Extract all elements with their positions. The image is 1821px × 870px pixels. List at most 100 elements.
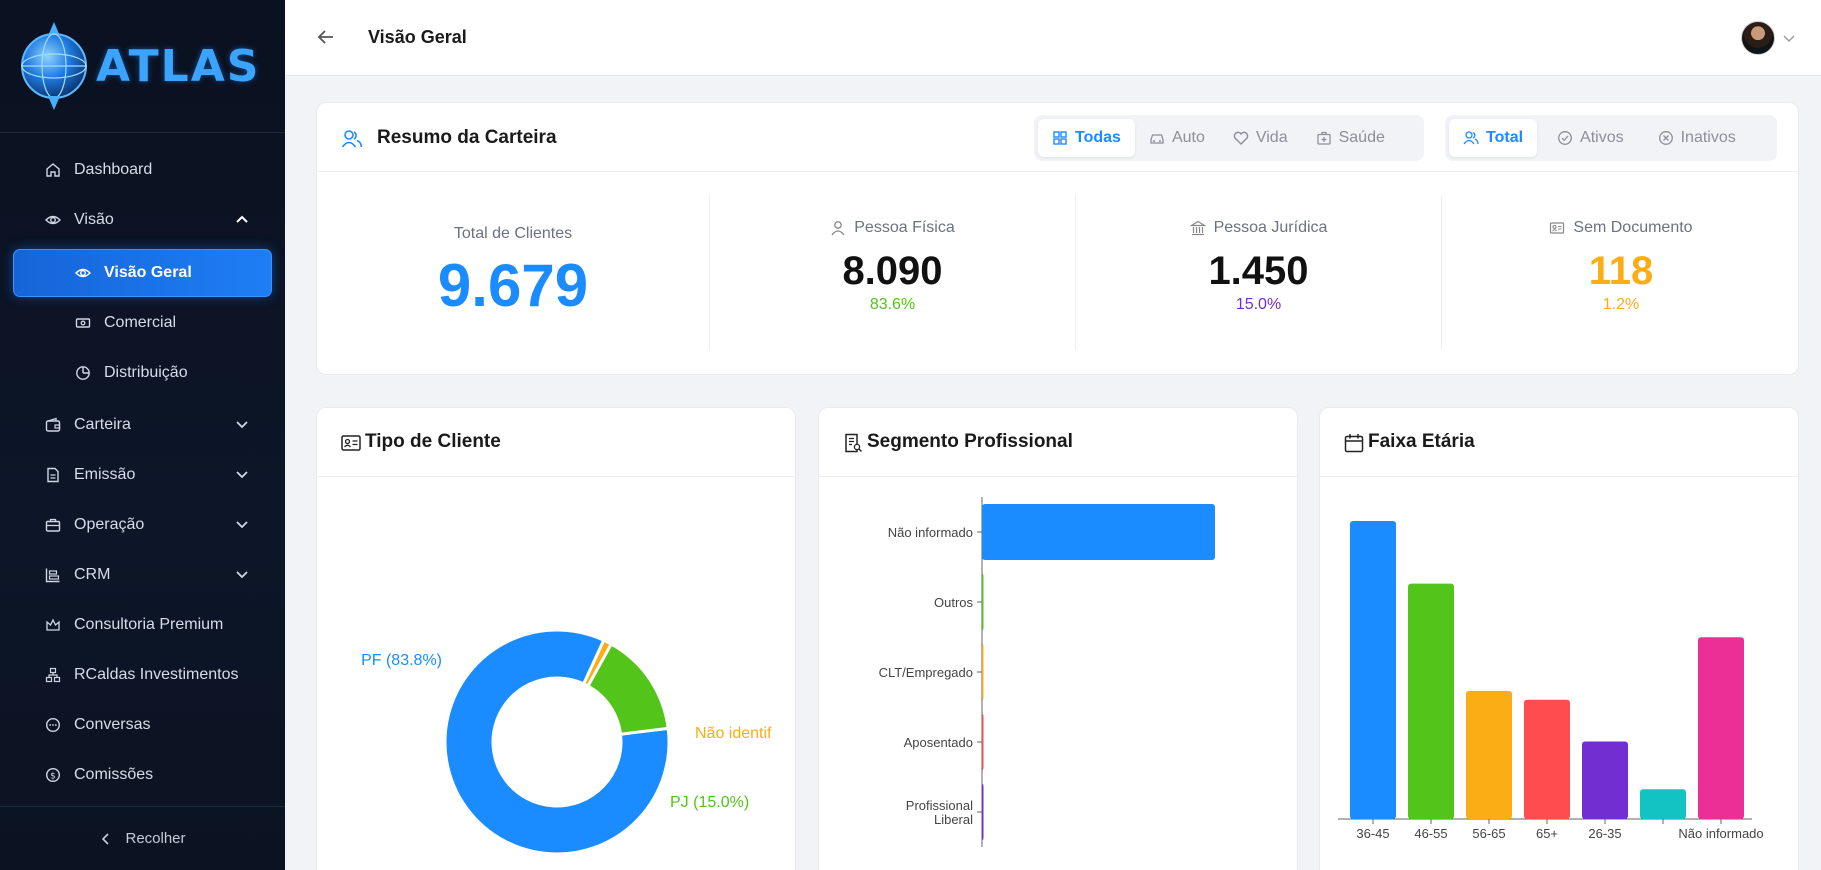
sidebar-item-label: Visão [74,211,114,228]
filter-inativos[interactable]: Inativos [1644,119,1750,157]
stat-label-text: Pessoa Física [854,219,955,236]
sidebar-item-carteira[interactable]: Carteira [0,405,285,445]
bar[interactable] [982,644,984,700]
sidebar-item-visao-geral[interactable]: Visão Geral [13,249,272,297]
sidebar-item-label: Comissões [74,766,154,783]
bar[interactable] [1524,699,1570,819]
bar[interactable] [982,504,1215,560]
sidebar-item-consultoria-premium[interactable]: Consultoria Premium [0,605,285,645]
tick-label: 36-45 [1356,826,1389,841]
panel-title: Faixa Etária [1368,431,1475,452]
tick-label: Aposentado [904,735,973,750]
panel-title: Segmento Profissional [867,431,1073,452]
bar[interactable] [982,574,984,630]
filter-total[interactable]: Total [1449,119,1538,157]
top-header: Visão Geral [285,0,1821,76]
avatar[interactable] [1741,21,1775,55]
sidebar-item-label: Consultoria Premium [74,616,224,633]
sidebar-item-visao[interactable]: Visão [0,200,285,240]
stat-value: 1.450 [1208,249,1309,293]
stat-percentage: 1.2% [1602,296,1640,313]
chevron-down-icon [236,421,248,429]
stat-value: 8.090 [842,249,943,293]
donut-label: Não identif [695,725,772,742]
medical-kit-icon [1316,131,1331,145]
sidebar-item-dashboard[interactable]: Dashboard [0,150,285,190]
sidebar-item-label: Emissão [74,466,136,483]
briefcase-icon [44,516,62,534]
bar[interactable] [1582,741,1628,819]
sidebar-item-crm[interactable]: CRM [0,555,285,595]
sidebar-item-label: Comercial [104,314,177,331]
tick-label: 56-65 [1472,826,1505,841]
bar[interactable] [1640,789,1686,819]
home-icon [44,161,62,179]
filter-label: Saúde [1338,129,1385,146]
filter-vida[interactable]: Vida [1219,119,1302,157]
id-card-icon [1550,222,1565,234]
chat-icon [44,716,62,734]
donut-slice[interactable] [443,628,671,856]
segmento-profissional-card: Segmento Profissional Não informado Outro… [818,407,1298,870]
chevron-down-icon [236,471,248,479]
stat-label-text: Sem Documento [1573,219,1693,236]
sidebar-item-distribuicao[interactable]: Distribuição [0,353,285,393]
back-arrow-icon[interactable] [315,26,337,48]
sidebar-item-label: Distribuição [104,364,188,381]
check-circle-icon [1558,131,1572,145]
sidebar-item-emissao[interactable]: Emissão [0,455,285,495]
faixa-etaria-bar-chart: 36-45 46-55 56-65 65+ 26-35 Não informado [1338,521,1764,841]
tick-label: Profissional [906,798,973,813]
tick-label: 26-35 [1588,826,1621,841]
sidebar-item-operacao[interactable]: Operação [0,505,285,545]
stat-pessoa-fisica: Pessoa Física 8.090 83.6% [709,195,1075,350]
users-icon [1463,131,1479,145]
tick-label: CLT/Empregado [879,665,973,680]
crown-icon [44,616,62,634]
car-icon [1150,134,1164,144]
network-icon [44,666,62,684]
sidebar-item-conversas[interactable]: Conversas [0,705,285,745]
logo[interactable]: ATLAS [0,0,285,133]
summary-header: Resumo da Carteira Todas Auto Vida Saúde [317,103,1798,172]
donut-label: PF (83.8%) [361,652,442,669]
sidebar-item-comercial[interactable]: Comercial [0,303,285,343]
bar[interactable] [982,784,984,840]
panel-header: Tipo de Cliente [317,408,795,477]
id-card-icon [341,435,361,451]
wallet-icon [44,416,62,434]
user-icon [831,221,845,236]
sidebar-item-comissoes[interactable]: $ Comissões [0,755,285,795]
filter-label: Auto [1171,129,1205,146]
donut-label: PJ (15.0%) [670,794,749,811]
chevron-down-icon [236,571,248,579]
bar[interactable] [1350,521,1396,819]
collapse-button[interactable]: Recolher [0,806,285,870]
chevron-down-icon[interactable] [1783,33,1795,43]
sidebar-item-rcaldas-investimentos[interactable]: RCaldas Investimentos [0,655,285,695]
eye-icon [74,264,92,282]
bar[interactable] [982,714,984,770]
filter-label: Total [1486,129,1524,146]
donut-slice[interactable] [585,642,670,736]
bar[interactable] [1466,690,1512,819]
globe-logo-icon [21,22,87,110]
sidebar-item-label: Dashboard [74,161,153,178]
page-title: Visão Geral [368,27,467,47]
sidebar-item-label: CRM [74,566,111,583]
filter-saude[interactable]: Saúde [1302,119,1399,157]
sidebar-item-label: Visão Geral [104,264,192,281]
svg-text:$: $ [50,772,56,782]
filter-label: Vida [1255,129,1288,146]
stat-label: Pessoa Física [710,219,1075,237]
stat-sem-documento: Sem Documento 118 1.2% [1441,195,1798,350]
sidebar-item-label: RCaldas Investimentos [74,666,239,683]
filter-auto[interactable]: Auto [1135,119,1219,157]
profile-document-icon [845,433,862,453]
portfolio-summary-card: Resumo da Carteira Todas Auto Vida Saúde [316,102,1799,375]
bar[interactable] [1698,637,1744,819]
filter-ativos[interactable]: Ativos [1543,119,1638,157]
filter-todas[interactable]: Todas [1038,119,1135,157]
bar[interactable] [1408,583,1454,819]
filter-label: Todas [1075,129,1121,146]
